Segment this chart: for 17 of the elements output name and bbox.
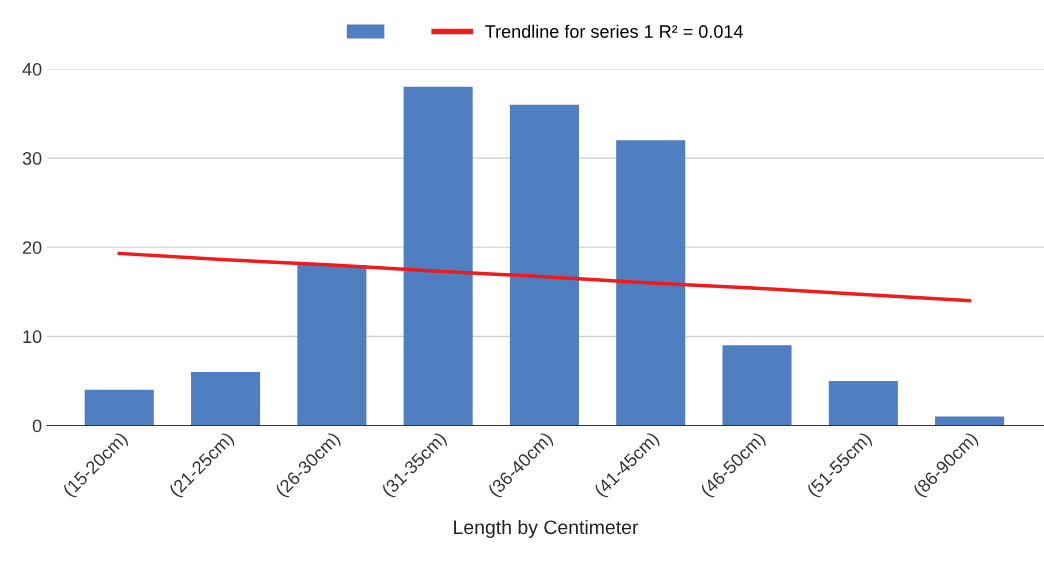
y-tick-label: 0: [32, 419, 42, 433]
bar: [297, 265, 367, 426]
line-series: [117, 251, 972, 303]
bar: [509, 104, 579, 426]
bar: [828, 380, 898, 426]
bar: [935, 416, 1005, 426]
x-axis-title: Length by Centimeter: [454, 519, 639, 538]
bar: [191, 372, 261, 426]
y-tick-label: 20: [22, 241, 42, 254]
y-tick-label: 30: [22, 152, 42, 165]
bar: [616, 140, 686, 426]
bar: [84, 389, 154, 426]
legend-label: Trendline for series 1 R² = 0.014: [485, 24, 743, 38]
y-tick-label: 40: [22, 62, 42, 76]
y-tick-label: 10: [23, 330, 42, 344]
bar: [722, 345, 792, 426]
bar: [403, 86, 473, 426]
